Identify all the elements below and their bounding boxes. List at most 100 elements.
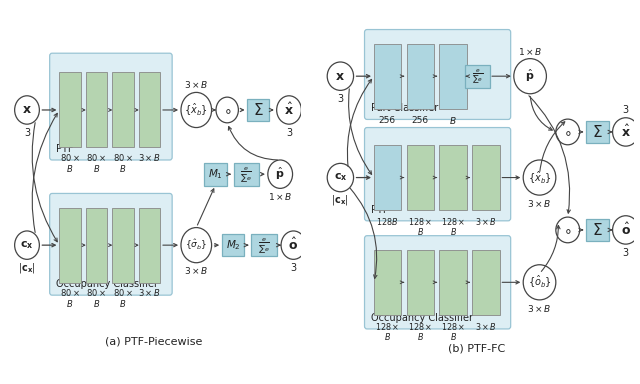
Text: $3\times B$: $3\times B$ bbox=[475, 216, 497, 227]
FancyBboxPatch shape bbox=[374, 44, 401, 109]
FancyBboxPatch shape bbox=[374, 145, 401, 210]
Text: $3\times B$: $3\times B$ bbox=[138, 152, 161, 163]
Text: 3: 3 bbox=[286, 127, 292, 137]
Text: $1\times B$: $1\times B$ bbox=[268, 191, 292, 202]
Text: $\circ$: $\circ$ bbox=[563, 125, 572, 139]
Text: $M_2$: $M_2$ bbox=[226, 238, 241, 252]
Text: $128\times$: $128\times$ bbox=[375, 321, 399, 332]
Text: $1\times B$: $1\times B$ bbox=[518, 46, 542, 57]
Text: 3: 3 bbox=[337, 94, 344, 104]
Circle shape bbox=[327, 163, 353, 192]
Text: (a) PTF-Piecewise: (a) PTF-Piecewise bbox=[105, 336, 202, 346]
FancyBboxPatch shape bbox=[204, 163, 227, 185]
FancyBboxPatch shape bbox=[472, 250, 500, 315]
Text: $B$: $B$ bbox=[93, 162, 100, 174]
Circle shape bbox=[612, 118, 639, 146]
Circle shape bbox=[268, 160, 292, 189]
Text: $\Sigma$: $\Sigma$ bbox=[253, 102, 264, 118]
Text: $\Sigma$: $\Sigma$ bbox=[592, 124, 603, 140]
FancyBboxPatch shape bbox=[586, 218, 609, 241]
FancyBboxPatch shape bbox=[59, 208, 81, 283]
Text: $128\times$: $128\times$ bbox=[408, 321, 433, 332]
Text: $128\times$: $128\times$ bbox=[441, 216, 465, 227]
FancyBboxPatch shape bbox=[86, 73, 108, 147]
Text: $B$: $B$ bbox=[417, 226, 424, 237]
Text: $B$: $B$ bbox=[67, 162, 74, 174]
Circle shape bbox=[556, 217, 580, 243]
Text: $M_1$: $M_1$ bbox=[208, 167, 223, 181]
FancyBboxPatch shape bbox=[440, 250, 467, 315]
FancyBboxPatch shape bbox=[472, 145, 500, 210]
Text: $\hat{\mathbf{p}}$: $\hat{\mathbf{p}}$ bbox=[525, 68, 535, 84]
Text: PTF: PTF bbox=[371, 205, 388, 215]
Circle shape bbox=[327, 62, 353, 90]
Text: 3: 3 bbox=[623, 248, 629, 258]
Text: $80\times$: $80\times$ bbox=[86, 287, 107, 298]
Text: $\hat{\mathbf{o}}$: $\hat{\mathbf{o}}$ bbox=[289, 237, 298, 253]
Circle shape bbox=[15, 231, 40, 259]
Text: PTF: PTF bbox=[56, 144, 73, 154]
Text: $80\times$: $80\times$ bbox=[113, 287, 133, 298]
FancyBboxPatch shape bbox=[247, 99, 269, 121]
Text: $B$: $B$ bbox=[384, 331, 391, 342]
FancyBboxPatch shape bbox=[440, 44, 467, 109]
Text: $\hat{\mathbf{o}}$: $\hat{\mathbf{o}}$ bbox=[621, 222, 631, 238]
Text: $\hat{\mathbf{p}}$: $\hat{\mathbf{p}}$ bbox=[275, 166, 285, 182]
FancyBboxPatch shape bbox=[406, 250, 434, 315]
FancyBboxPatch shape bbox=[50, 53, 172, 160]
FancyBboxPatch shape bbox=[406, 44, 434, 109]
Text: $B$: $B$ bbox=[93, 298, 100, 309]
Text: $B$: $B$ bbox=[120, 298, 127, 309]
FancyBboxPatch shape bbox=[251, 234, 277, 257]
Text: $\hat{\mathbf{x}}$: $\hat{\mathbf{x}}$ bbox=[621, 124, 630, 140]
Text: $|\mathbf{c_x}|$: $|\mathbf{c_x}|$ bbox=[18, 261, 36, 275]
Circle shape bbox=[524, 265, 556, 300]
Text: $\{\hat{o}_b\}$: $\{\hat{o}_b\}$ bbox=[527, 274, 552, 290]
FancyBboxPatch shape bbox=[234, 163, 259, 185]
Circle shape bbox=[181, 228, 212, 263]
Circle shape bbox=[216, 97, 238, 123]
Text: $\{\hat{x}_b\}$: $\{\hat{x}_b\}$ bbox=[527, 170, 552, 185]
Text: $\circ$: $\circ$ bbox=[223, 103, 232, 117]
Text: Occupancy Classifier: Occupancy Classifier bbox=[56, 279, 157, 289]
Text: $\frac{e}{\sum e}$: $\frac{e}{\sum e}$ bbox=[241, 165, 252, 184]
Text: Occupancy Classifier: Occupancy Classifier bbox=[371, 313, 473, 323]
Text: $\mathbf{c_x}$: $\mathbf{c_x}$ bbox=[333, 172, 347, 184]
Text: $B$: $B$ bbox=[417, 331, 424, 342]
Text: $3\times B$: $3\times B$ bbox=[475, 321, 497, 332]
Text: $80\times$: $80\times$ bbox=[60, 287, 80, 298]
FancyBboxPatch shape bbox=[221, 234, 244, 257]
Text: $128\times$: $128\times$ bbox=[441, 321, 465, 332]
Circle shape bbox=[276, 96, 301, 124]
FancyBboxPatch shape bbox=[440, 145, 467, 210]
Text: $3\times B$: $3\times B$ bbox=[138, 287, 161, 298]
FancyBboxPatch shape bbox=[139, 73, 161, 147]
Text: $80\times$: $80\times$ bbox=[60, 152, 80, 163]
Text: 256: 256 bbox=[412, 116, 429, 125]
Text: (b) PTF-FC: (b) PTF-FC bbox=[448, 343, 506, 353]
Text: $\circ$: $\circ$ bbox=[563, 223, 572, 237]
FancyBboxPatch shape bbox=[365, 127, 511, 221]
Text: 256: 256 bbox=[379, 116, 396, 125]
FancyBboxPatch shape bbox=[365, 30, 511, 119]
FancyBboxPatch shape bbox=[365, 236, 511, 329]
Circle shape bbox=[524, 160, 556, 195]
Text: $B$: $B$ bbox=[450, 226, 456, 237]
Text: $\mathbf{c_x}$: $\mathbf{c_x}$ bbox=[20, 239, 34, 251]
Text: $128B$: $128B$ bbox=[376, 216, 399, 227]
Text: $B$: $B$ bbox=[120, 162, 127, 174]
Text: Part Classifier: Part Classifier bbox=[371, 103, 438, 113]
Text: 3: 3 bbox=[291, 263, 296, 273]
FancyBboxPatch shape bbox=[86, 208, 108, 283]
FancyBboxPatch shape bbox=[465, 65, 490, 88]
Circle shape bbox=[556, 119, 580, 145]
Text: $3\times B$: $3\times B$ bbox=[184, 79, 209, 91]
Text: $B$: $B$ bbox=[450, 331, 456, 342]
Text: 3: 3 bbox=[623, 105, 629, 115]
Circle shape bbox=[181, 93, 212, 127]
Text: $80\times$: $80\times$ bbox=[86, 152, 107, 163]
FancyBboxPatch shape bbox=[112, 73, 134, 147]
Circle shape bbox=[612, 216, 639, 244]
FancyBboxPatch shape bbox=[586, 121, 609, 143]
Text: 3: 3 bbox=[24, 127, 30, 137]
